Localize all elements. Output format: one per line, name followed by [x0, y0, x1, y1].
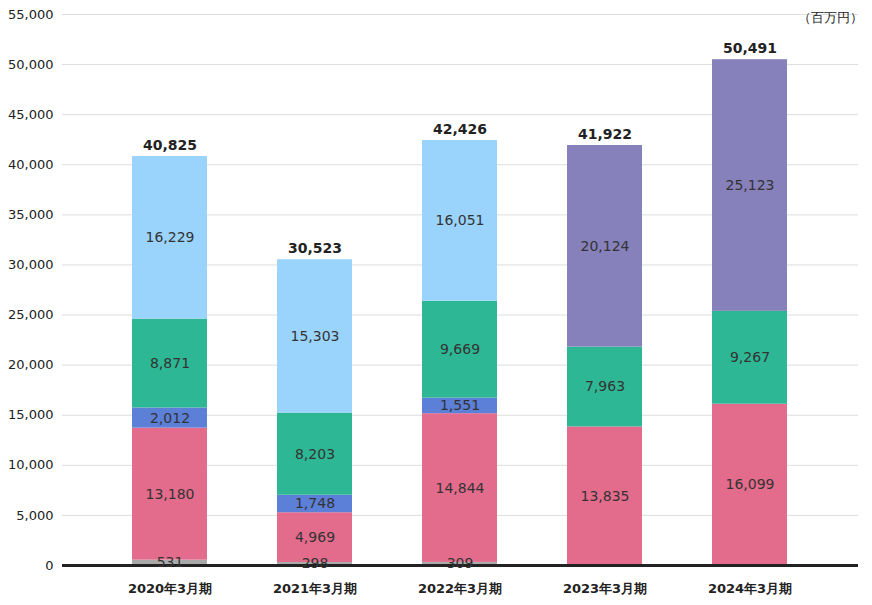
svg-text:20,124: 20,124: [581, 238, 630, 254]
svg-text:1,748: 1,748: [295, 495, 335, 511]
svg-text:8,203: 8,203: [295, 446, 335, 462]
svg-text:30,000: 30,000: [8, 257, 54, 272]
svg-text:20,000: 20,000: [8, 357, 54, 372]
svg-text:7,963: 7,963: [585, 378, 625, 394]
svg-text:0: 0: [45, 558, 53, 573]
svg-text:2020年3月期: 2020年3月期: [128, 581, 212, 596]
svg-text:10,000: 10,000: [8, 457, 54, 472]
svg-text:40,825: 40,825: [143, 137, 197, 153]
svg-text:13,835: 13,835: [581, 488, 630, 504]
svg-text:16,229: 16,229: [146, 229, 195, 245]
svg-text:9,267: 9,267: [730, 349, 770, 365]
svg-text:2024年3月期: 2024年3月期: [708, 581, 792, 596]
svg-text:1,551: 1,551: [440, 397, 480, 413]
svg-text:2023年3月期: 2023年3月期: [563, 581, 647, 596]
svg-text:5,000: 5,000: [16, 508, 53, 523]
svg-text:2021年3月期: 2021年3月期: [273, 581, 357, 596]
svg-text:16,051: 16,051: [436, 212, 485, 228]
svg-text:4,969: 4,969: [295, 529, 335, 545]
svg-text:298: 298: [302, 555, 329, 571]
svg-text:30,523: 30,523: [288, 240, 342, 256]
svg-text:42,426: 42,426: [433, 121, 487, 137]
svg-text:45,000: 45,000: [8, 107, 54, 122]
svg-text:9,669: 9,669: [440, 341, 480, 357]
svg-text:15,303: 15,303: [291, 328, 340, 344]
svg-text:16,099: 16,099: [726, 476, 775, 492]
svg-text:（百万円）: （百万円）: [798, 10, 863, 25]
svg-text:50,491: 50,491: [723, 40, 777, 56]
svg-text:40,000: 40,000: [8, 157, 54, 172]
svg-text:14,844: 14,844: [436, 480, 485, 496]
svg-text:309: 309: [447, 555, 474, 571]
svg-text:25,000: 25,000: [8, 307, 54, 322]
svg-text:25,123: 25,123: [726, 177, 775, 193]
svg-text:13,180: 13,180: [146, 486, 195, 502]
svg-text:2,012: 2,012: [150, 410, 190, 426]
svg-text:15,000: 15,000: [8, 407, 54, 422]
svg-text:531: 531: [157, 554, 184, 570]
svg-text:41,922: 41,922: [578, 126, 632, 142]
svg-text:55,000: 55,000: [8, 7, 54, 22]
svg-text:50,000: 50,000: [8, 57, 54, 72]
svg-text:8,871: 8,871: [150, 355, 190, 371]
svg-text:2022年3月期: 2022年3月期: [418, 581, 502, 596]
svg-text:35,000: 35,000: [8, 207, 54, 222]
